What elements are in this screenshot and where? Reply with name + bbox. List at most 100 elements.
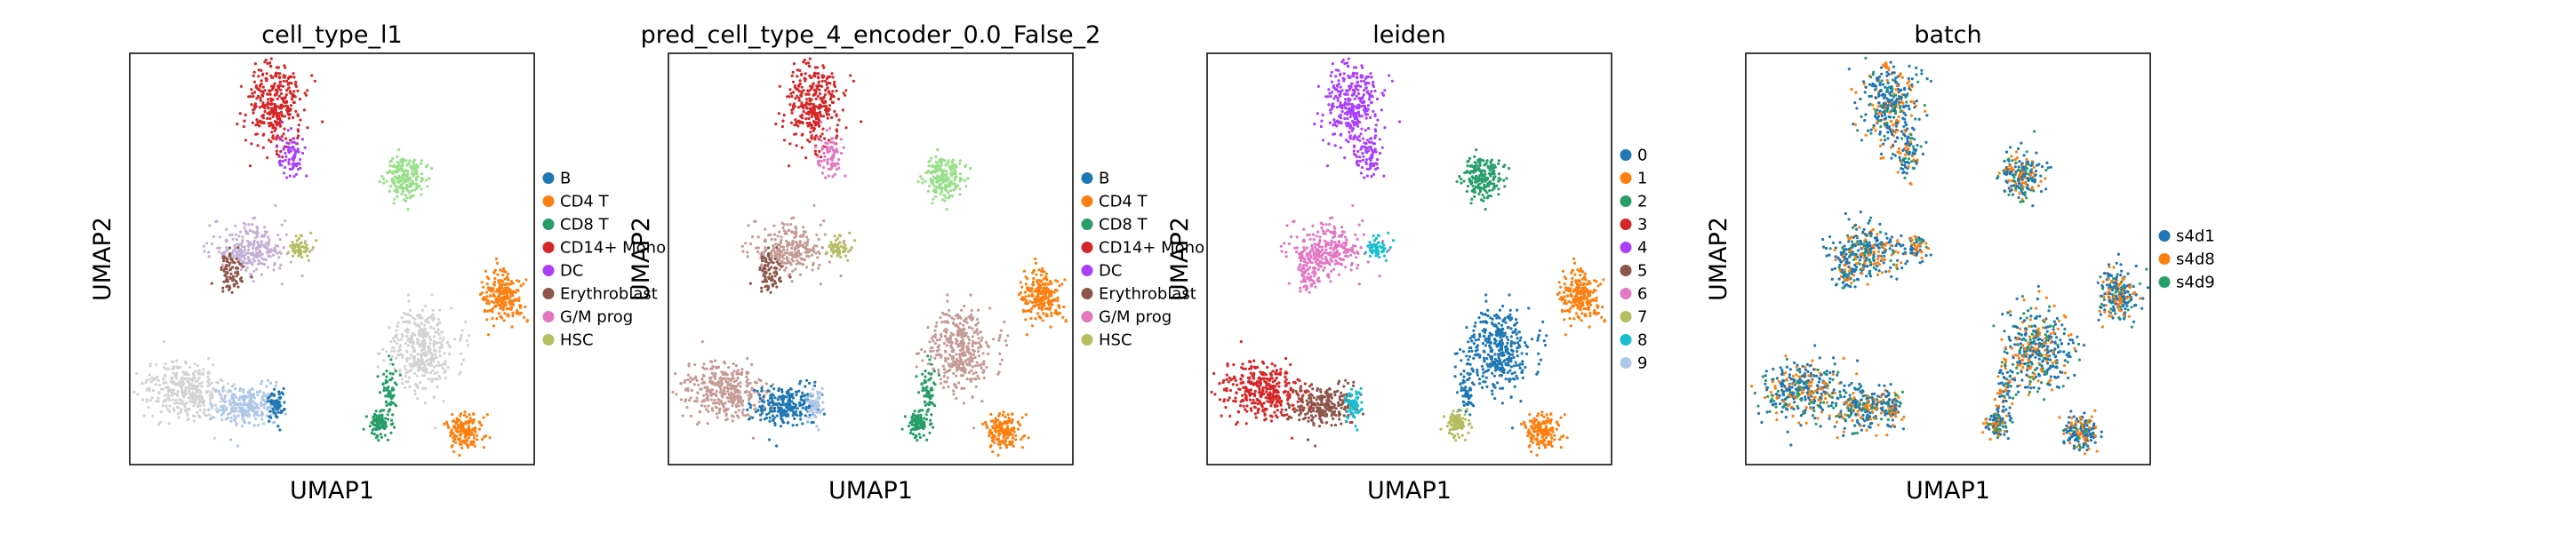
scatter-point: [820, 246, 824, 250]
scatter-point: [821, 165, 826, 170]
scatter-point: [436, 341, 439, 345]
scatter-point: [393, 339, 396, 343]
scatter-point: [514, 290, 517, 294]
scatter-point: [795, 144, 798, 147]
scatter-point: [382, 409, 386, 412]
scatter-point: [394, 184, 397, 187]
scatter-points: [671, 57, 1068, 457]
scatter-point: [260, 121, 263, 124]
scatter-point: [468, 413, 471, 417]
scatter-point: [440, 330, 444, 334]
scatter-point: [239, 243, 243, 247]
scatter-point: [187, 381, 190, 385]
scatter-point: [436, 322, 440, 326]
scatter-point: [804, 98, 809, 101]
scatter-point: [955, 357, 958, 362]
scatter-point: [929, 354, 933, 359]
scatter-point: [385, 375, 388, 378]
scatter-point: [1052, 290, 1056, 294]
scatter-point: [943, 320, 947, 323]
scatter-point: [220, 413, 224, 417]
scatter-point: [232, 284, 236, 288]
scatter-point: [525, 320, 529, 323]
scatter-point: [244, 257, 247, 260]
scatter-point: [496, 301, 500, 305]
scatter-point: [939, 378, 943, 381]
scatter-point: [836, 254, 839, 258]
scatter-point: [942, 368, 946, 371]
scatter-point: [438, 354, 442, 358]
scatter-point: [770, 266, 773, 269]
scatter-point: [226, 258, 229, 261]
scatter-point: [417, 324, 420, 328]
scatter-point: [727, 365, 731, 370]
scatter-point: [783, 410, 787, 414]
scatter-point: [712, 392, 716, 396]
scatter-point: [702, 362, 706, 366]
scatter-point: [955, 369, 958, 372]
scatter-point: [753, 388, 756, 392]
scatter-point: [801, 121, 804, 124]
scatter-point: [977, 308, 980, 312]
scatter-point: [247, 258, 251, 261]
legend-entry-label: HSC: [560, 331, 594, 350]
scatter-point: [729, 382, 732, 386]
scatter-point: [721, 372, 725, 376]
legend-entry-label: B: [560, 170, 571, 188]
scatter-point: [268, 139, 271, 142]
scatter-point: [779, 410, 782, 414]
scatter-point: [396, 185, 400, 189]
scatter-point: [233, 401, 236, 404]
scatter-point: [179, 410, 182, 414]
scatter-point: [730, 414, 734, 418]
scatter-point: [268, 64, 272, 68]
scatter-point: [237, 398, 241, 402]
scatter-point: [293, 251, 297, 254]
scatter-point: [471, 418, 475, 422]
scatter-point: [780, 390, 784, 394]
scatter-point: [790, 280, 794, 283]
scatter-point: [921, 389, 924, 393]
scatter-point: [679, 398, 684, 402]
scatter-point: [218, 251, 221, 254]
scatter-point: [416, 357, 420, 362]
scatter-point: [166, 389, 170, 394]
scatter-point: [837, 158, 841, 162]
cluster-bottom-right-blob: [442, 410, 492, 457]
scatter-point: [760, 386, 764, 390]
scatter-point: [252, 410, 256, 413]
scatter-point: [293, 95, 297, 99]
scatter-point: [795, 120, 798, 124]
scatter-point: [931, 346, 934, 350]
scatter-point: [502, 266, 506, 270]
scatter-point: [972, 426, 976, 430]
scatter-point: [148, 373, 151, 377]
scatter-point: [250, 261, 253, 265]
scatter-point: [940, 355, 943, 359]
scatter-point: [385, 401, 388, 404]
scatter-point: [485, 295, 489, 298]
scatter-point: [814, 121, 818, 124]
scatter-point: [949, 182, 953, 186]
scatter-point: [395, 342, 398, 346]
scatter-point: [304, 93, 308, 97]
scatter-point: [255, 410, 259, 414]
scatter-point: [748, 381, 752, 385]
scatter-point: [977, 341, 981, 345]
scatter-point: [435, 355, 438, 359]
scatter-point: [389, 358, 393, 362]
scatter-point: [505, 297, 508, 300]
scatter-point: [242, 395, 245, 399]
scatter-point: [795, 423, 799, 427]
scatter-point: [406, 338, 411, 341]
scatter-point: [940, 187, 943, 191]
scatter-point: [436, 370, 439, 374]
scatter-point: [392, 346, 396, 350]
scatter-point: [767, 251, 771, 256]
scatter-point: [272, 410, 276, 414]
scatter-point: [828, 107, 831, 111]
scatter-point: [382, 359, 386, 362]
scatter-point: [278, 81, 282, 84]
scatter-point: [242, 414, 245, 418]
scatter-point: [424, 320, 428, 323]
